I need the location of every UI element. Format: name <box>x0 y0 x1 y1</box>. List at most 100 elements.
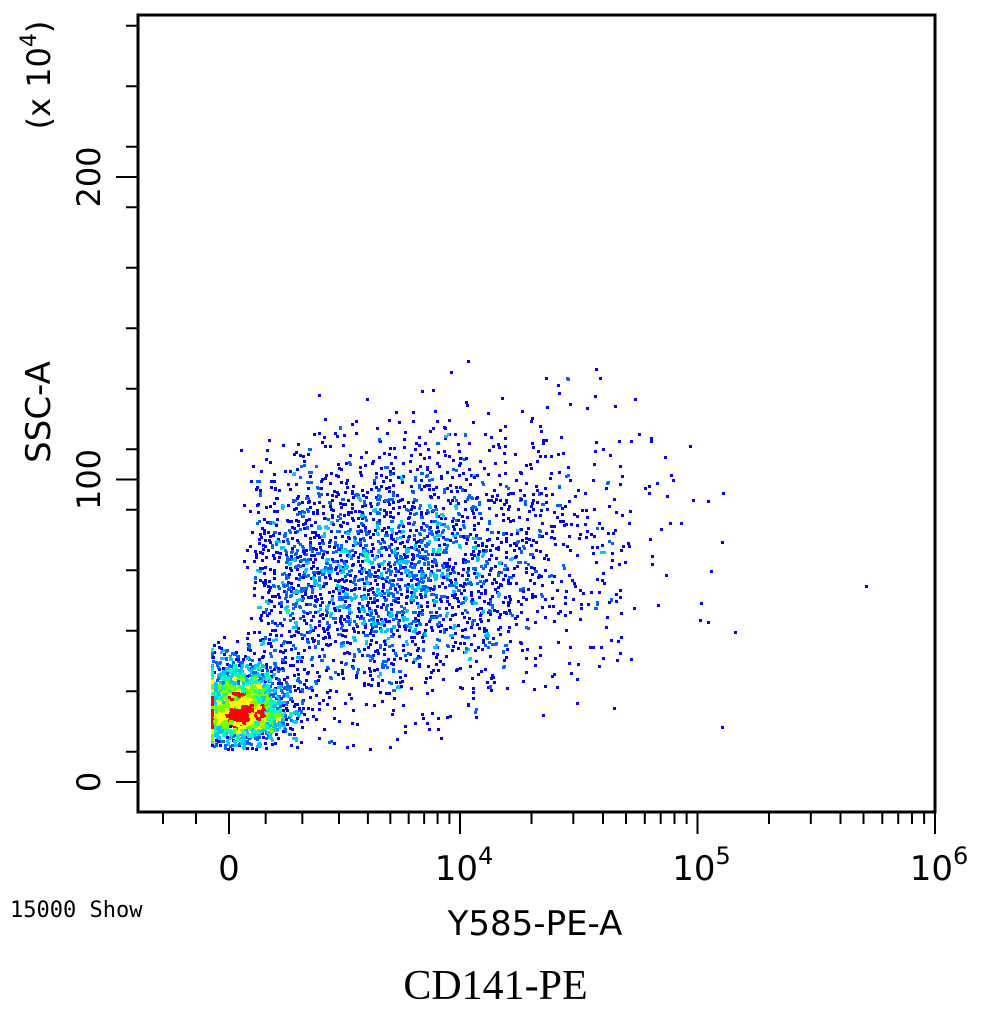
event-point <box>451 636 454 639</box>
event-point <box>234 703 237 706</box>
event-point <box>362 631 365 634</box>
event-point <box>407 501 410 504</box>
event-point <box>290 648 293 651</box>
event-point <box>459 686 462 689</box>
event-point <box>247 679 250 682</box>
event-point <box>381 663 384 666</box>
event-point <box>564 602 567 605</box>
event-point <box>257 713 260 716</box>
event-point <box>259 492 262 495</box>
event-point <box>315 718 318 721</box>
event-point <box>221 717 224 720</box>
event-point <box>466 578 469 581</box>
event-point <box>262 736 265 739</box>
event-point <box>344 600 347 603</box>
event-point <box>493 501 496 504</box>
event-point <box>318 620 321 623</box>
event-point <box>347 532 350 535</box>
event-point <box>474 541 477 544</box>
event-point <box>600 646 603 649</box>
event-point <box>390 612 393 615</box>
event-point <box>396 611 399 614</box>
event-point <box>377 684 380 687</box>
event-point <box>386 534 389 537</box>
event-point <box>538 535 541 538</box>
event-point <box>225 657 228 660</box>
event-point <box>334 579 337 582</box>
event-point <box>363 648 366 651</box>
event-point <box>443 562 446 565</box>
event-point <box>257 723 260 726</box>
event-point <box>392 484 395 487</box>
event-point <box>435 508 438 511</box>
event-point <box>268 580 271 583</box>
event-point <box>473 554 476 557</box>
event-point <box>350 697 353 700</box>
event-point <box>256 696 259 699</box>
event-point <box>315 682 318 685</box>
event-point <box>446 612 449 615</box>
event-point <box>252 697 255 700</box>
event-point <box>276 497 279 500</box>
event-point <box>263 726 266 729</box>
event-point <box>386 590 389 593</box>
event-point <box>522 587 525 590</box>
event-point <box>348 610 351 613</box>
event-point <box>426 474 429 477</box>
event-point <box>392 709 395 712</box>
event-point <box>398 530 401 533</box>
event-point <box>346 573 349 576</box>
event-point <box>300 720 303 723</box>
event-point <box>366 550 369 553</box>
event-point <box>407 583 410 586</box>
event-point <box>282 669 285 672</box>
event-point <box>309 544 312 547</box>
event-point <box>269 652 272 655</box>
event-point <box>342 503 345 506</box>
event-point <box>390 534 393 537</box>
event-point <box>211 725 214 728</box>
event-point <box>264 706 267 709</box>
event-point <box>294 559 297 562</box>
event-point <box>253 706 256 709</box>
event-point <box>301 510 304 513</box>
event-point <box>285 681 288 684</box>
event-point <box>398 585 401 588</box>
event-point <box>410 687 413 690</box>
event-point <box>451 649 454 652</box>
event-point <box>273 502 276 505</box>
event-point <box>269 541 272 544</box>
event-point <box>540 593 543 596</box>
event-point <box>269 633 272 636</box>
event-point <box>282 722 285 725</box>
event-point <box>360 608 363 611</box>
event-point <box>451 614 454 617</box>
event-point <box>354 587 357 590</box>
event-point <box>542 714 545 717</box>
event-point <box>297 443 300 446</box>
event-point <box>544 455 547 458</box>
event-point <box>293 508 296 511</box>
event-point <box>417 619 420 622</box>
event-point <box>211 720 214 723</box>
event-point <box>344 567 347 570</box>
event-point <box>246 726 249 729</box>
event-point <box>525 537 528 540</box>
event-point <box>507 579 510 582</box>
event-point <box>355 432 358 435</box>
event-point <box>412 574 415 577</box>
event-point <box>534 657 537 660</box>
event-point <box>383 515 386 518</box>
event-point <box>519 561 522 564</box>
event-point <box>359 466 362 469</box>
event-point <box>218 738 221 741</box>
event-point <box>285 553 288 556</box>
event-point <box>270 600 273 603</box>
event-point <box>311 656 314 659</box>
event-point <box>259 697 262 700</box>
event-point <box>410 596 413 599</box>
event-point <box>350 611 353 614</box>
event-point <box>260 713 263 716</box>
event-point <box>299 565 302 568</box>
event-point <box>263 683 266 686</box>
